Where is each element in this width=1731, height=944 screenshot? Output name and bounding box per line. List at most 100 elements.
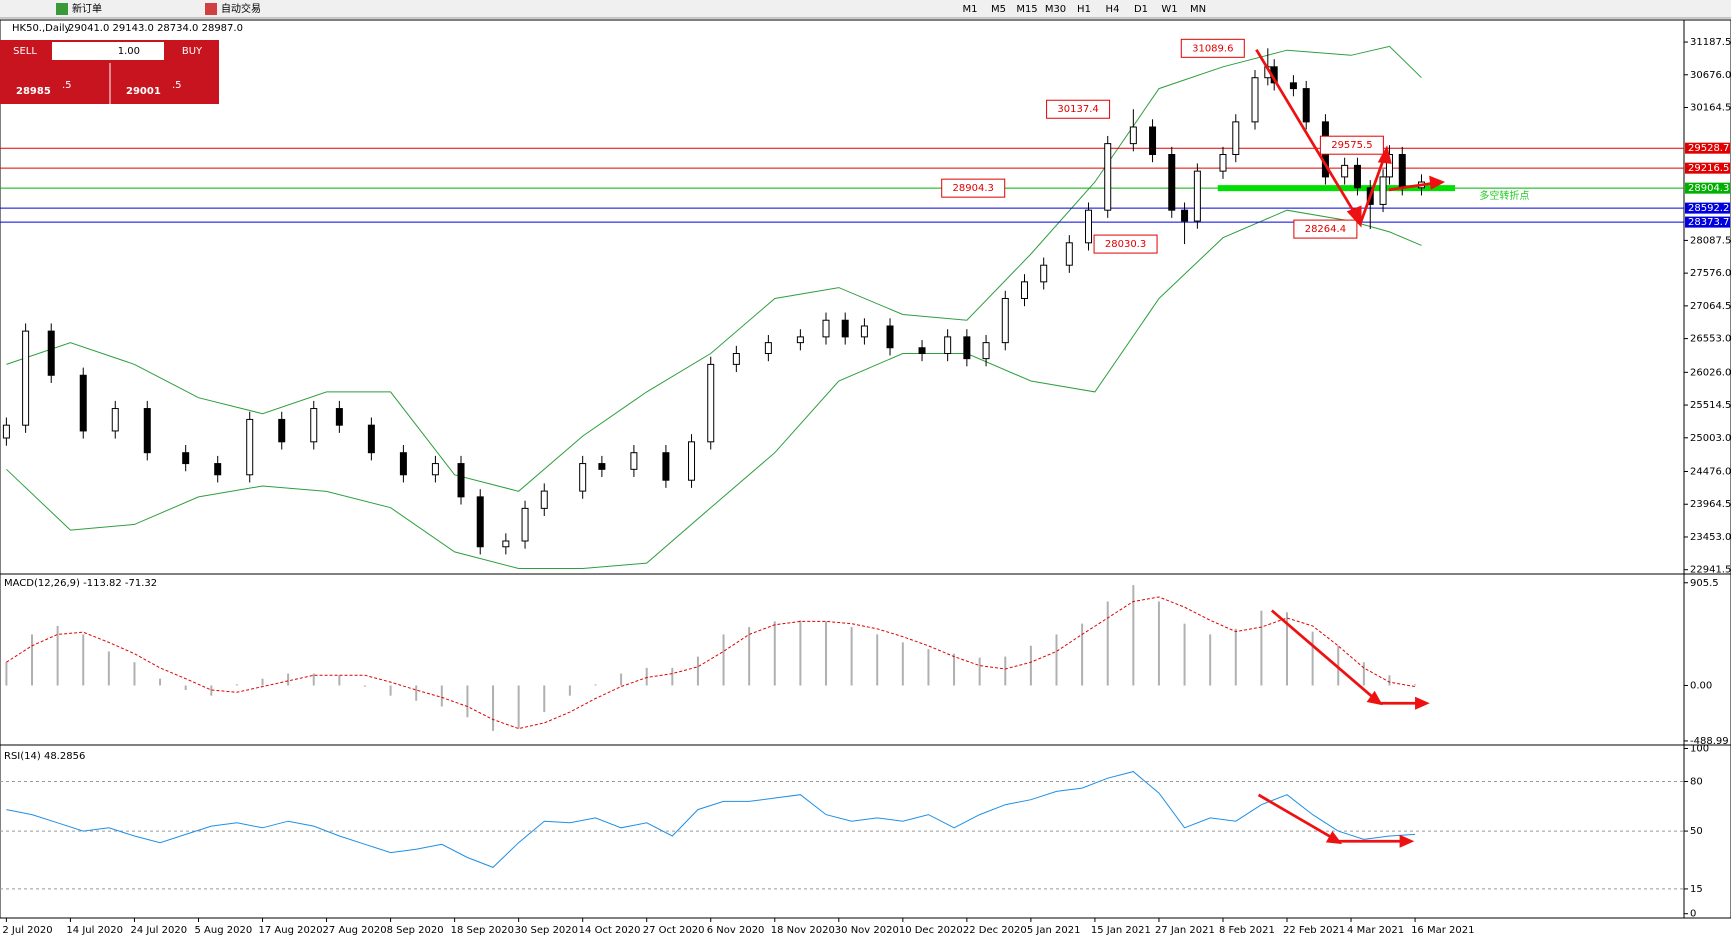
candle-body — [1020, 281, 1028, 299]
lots-box[interactable] — [52, 42, 164, 60]
candle-body — [521, 507, 529, 542]
lots-value[interactable]: 1.00 — [118, 46, 140, 57]
bollinger-lower — [6, 209, 1422, 569]
arrow-head — [1377, 145, 1392, 164]
new-order-icon[interactable] — [56, 3, 68, 15]
candle-body — [598, 463, 606, 470]
candle-body — [732, 353, 740, 365]
y-tick-label: 26553.0 — [1690, 334, 1731, 345]
x-tick-label: 30 Nov 2020 — [835, 925, 899, 936]
candle-body — [1251, 77, 1259, 123]
price-annotation: 28264.4 — [1305, 224, 1346, 235]
timeframe-bar: M1 M5 M15 M30 H1 H4 D1 W1 MN — [963, 4, 1207, 15]
arrow-head — [1325, 831, 1343, 845]
chart-frame — [0, 19, 1731, 919]
x-tick-label: 8 Feb 2021 — [1219, 925, 1275, 936]
candle-body — [1193, 170, 1201, 222]
candle-body — [540, 490, 548, 509]
timeframe-button[interactable]: M5 — [991, 4, 1006, 15]
auto-trading-icon[interactable] — [205, 3, 217, 15]
x-tick-label: 15 Jan 2021 — [1091, 925, 1151, 936]
symbol-title: HK50.,Daily — [12, 23, 71, 34]
candle-body — [822, 319, 830, 338]
price-annotation-box — [1180, 38, 1245, 58]
timeframe-button[interactable]: H1 — [1077, 4, 1091, 15]
macd-title: MACD(12,26,9) -113.82 -71.32 — [4, 578, 157, 589]
price-level-tag — [1685, 182, 1730, 194]
arrow-head — [1429, 175, 1446, 190]
candle-body — [630, 452, 638, 470]
candle-body — [662, 452, 670, 481]
x-tick-label: 2 Jul 2020 — [2, 925, 52, 936]
candle-body — [182, 452, 190, 465]
rsi-title: RSI(14) 48.2856 — [4, 751, 85, 762]
candle-body — [2, 424, 10, 439]
price-level-label: 29216.5 — [1688, 163, 1729, 174]
price-level-tag — [1685, 162, 1730, 174]
timeframe-button[interactable]: M1 — [963, 4, 978, 15]
candle-body — [944, 336, 952, 355]
timeframe-button[interactable]: D1 — [1134, 4, 1148, 15]
x-tick-label: 22 Feb 2021 — [1283, 925, 1345, 936]
sell-button[interactable]: SELL — [13, 46, 37, 57]
x-tick-label: 14 Oct 2020 — [579, 925, 641, 936]
y-tick-label: 50 — [1690, 826, 1703, 837]
timeframe-button[interactable]: W1 — [1161, 4, 1177, 15]
price-level-label: 28373.7 — [1688, 217, 1729, 228]
candle-body — [1168, 154, 1176, 211]
bid-pips[interactable]: .5 — [62, 80, 72, 91]
candle-body — [1181, 209, 1189, 222]
candle-body — [1302, 88, 1310, 123]
y-tick-label: 15 — [1690, 884, 1703, 895]
x-tick-label: 27 Oct 2020 — [643, 925, 705, 936]
y-tick-label: 905.5 — [1690, 578, 1719, 589]
x-tick-label: 22 Dec 2020 — [963, 925, 1027, 936]
y-tick-label: 27064.5 — [1690, 301, 1731, 312]
y-tick-label: 28087.5 — [1690, 235, 1731, 246]
candle-body — [502, 540, 510, 548]
buy-button[interactable]: BUY — [182, 46, 203, 57]
bid-price[interactable]: 28985 — [16, 86, 51, 97]
candle-body — [22, 330, 30, 426]
y-tick-label: 22941.5 — [1690, 565, 1731, 576]
timeframe-button[interactable]: H4 — [1106, 4, 1120, 15]
candle-body — [457, 463, 465, 498]
arrow — [1358, 156, 1386, 225]
x-tick-label: 27 Jan 2021 — [1155, 925, 1215, 936]
candle-body — [860, 325, 868, 338]
price-annotation: 28030.3 — [1105, 239, 1146, 250]
candle-body — [367, 424, 375, 454]
timeframe-button[interactable]: M15 — [1016, 4, 1037, 15]
arrow — [1257, 793, 1334, 840]
ask-pips[interactable]: .5 — [172, 80, 182, 91]
price-annotation-box — [1319, 135, 1384, 155]
arrow — [1388, 181, 1434, 192]
candle-body — [1085, 209, 1093, 244]
ask-price[interactable]: 29001 — [126, 86, 161, 97]
candle-body — [963, 336, 971, 360]
x-tick-label: 10 Dec 2020 — [899, 925, 963, 936]
x-tick-label: 30 Sep 2020 — [515, 925, 578, 936]
candle-body — [399, 452, 407, 476]
price-level-label: 28904.3 — [1688, 183, 1729, 194]
y-tick-label: 23964.5 — [1690, 499, 1731, 510]
candle-body — [1385, 154, 1393, 178]
macd-signal — [6, 596, 1416, 730]
auto-trading-button[interactable]: 自动交易 — [221, 2, 261, 15]
candle-body — [1379, 176, 1387, 205]
candle-body — [1232, 121, 1240, 156]
y-tick-label: 80 — [1690, 777, 1703, 788]
new-order-button[interactable]: 新订单 — [72, 2, 102, 15]
candle-body — [1129, 126, 1137, 145]
y-tick-label: 30164.5 — [1690, 103, 1731, 114]
arrow-head — [1415, 696, 1430, 710]
y-tick-label: 27576.0 — [1690, 268, 1731, 279]
candle-body — [841, 319, 849, 338]
candle-body — [310, 408, 318, 443]
y-tick-label: 25003.0 — [1690, 433, 1731, 444]
ohlc-header: 29041.0 29143.0 28734.0 28987.0 — [68, 23, 243, 34]
timeframe-button[interactable]: MN — [1190, 4, 1206, 15]
timeframe-button[interactable]: M30 — [1045, 4, 1066, 15]
candle-body — [476, 496, 484, 548]
